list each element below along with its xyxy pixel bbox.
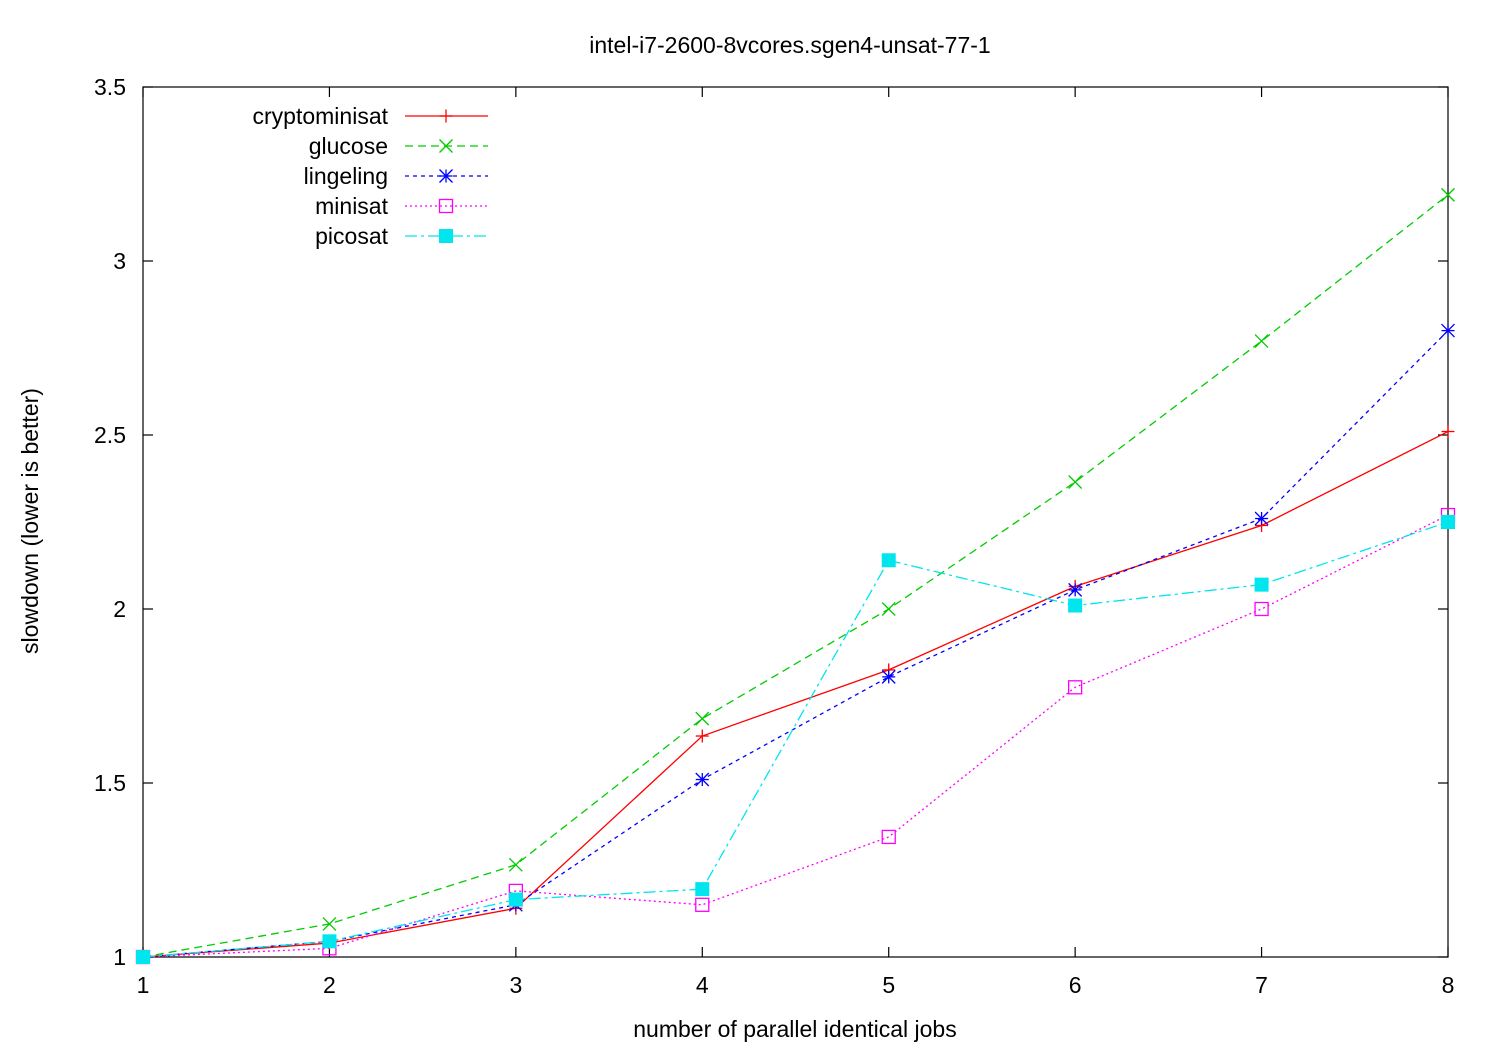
data-point-glucose [695,711,710,726]
plot-area: 1 2 3 4 5 6 7 8 1 1.5 2 2.5 3 3.5 [94,74,1456,998]
y-tick-label: 2.5 [94,422,126,448]
series-line-minisat [142,514,1449,958]
legend-marker-lingeling [439,169,453,183]
data-point-picosat [881,553,896,568]
legend-label-glucose: glucose [309,133,388,159]
legend-label-minisat: minisat [315,193,388,219]
series-line-lingeling [142,330,1449,958]
x-tick-label: 4 [696,972,709,998]
data-point-glucose [1068,475,1083,489]
legend-marker-glucose [439,139,453,153]
data-point-glucose [1254,334,1269,348]
y-tick-label: 3 [113,248,126,274]
data-point-minisat [695,897,710,912]
chart-title: intel-i7-2600-8vcores.sgen4-unsat-77-1 [589,32,990,58]
data-point-lingeling [695,772,710,787]
data-point-lingeling [1068,582,1083,597]
data-point-picosat [322,934,337,949]
x-tick-label: 7 [1255,972,1268,998]
x-axis-label: number of parallel identical jobs [633,1016,956,1042]
data-point-glucose [508,857,523,872]
data-point-cryptominisat [695,729,709,743]
legend-marker-picosat [439,229,453,243]
data-point-lingeling [1254,511,1269,526]
data-point-minisat [1254,601,1269,617]
data-point-minisat [1067,680,1083,695]
data-point-glucose [881,602,896,616]
data-point-picosat [1254,577,1269,592]
x-tick-label: 3 [509,972,522,998]
data-point-glucose [322,916,337,931]
data-point-lingeling [1441,323,1455,338]
y-axis-label: slowdown (lower is better) [17,388,43,654]
data-point-minisat [881,829,896,845]
legend-marker-minisat [438,198,454,214]
series-line-glucose [142,194,1449,958]
legend-label-picosat: picosat [315,223,388,249]
data-point-lingeling [881,669,896,684]
x-tick-label: 8 [1442,972,1455,998]
y-tick-label: 3.5 [94,74,126,100]
data-point-picosat [1441,515,1455,529]
legend: cryptominisat glucose lingeling minisat pico… [253,103,488,249]
x-tick-label: 6 [1069,972,1082,998]
data-point-picosat [695,882,710,897]
series-line-picosat [142,521,1449,958]
y-tick-label: 1.5 [94,770,126,796]
data-point-picosat [1068,598,1083,613]
y-tick-label: 1 [113,944,126,970]
data-point-picosat [136,950,150,964]
x-tick-label: 5 [882,972,895,998]
y-tick-label: 2 [113,596,126,622]
x-tick-label: 2 [323,972,336,998]
legend-marker-cryptominisat [439,109,453,123]
legend-label-cryptominisat: cryptominisat [253,103,389,129]
x-tick-label: 1 [137,972,150,998]
legend-label-lingeling: lingeling [304,163,388,189]
data-point-cryptominisat [1441,425,1455,439]
data-point-glucose [1441,187,1455,202]
series-line-cryptominisat [142,430,1449,958]
data-point-picosat [508,892,523,907]
